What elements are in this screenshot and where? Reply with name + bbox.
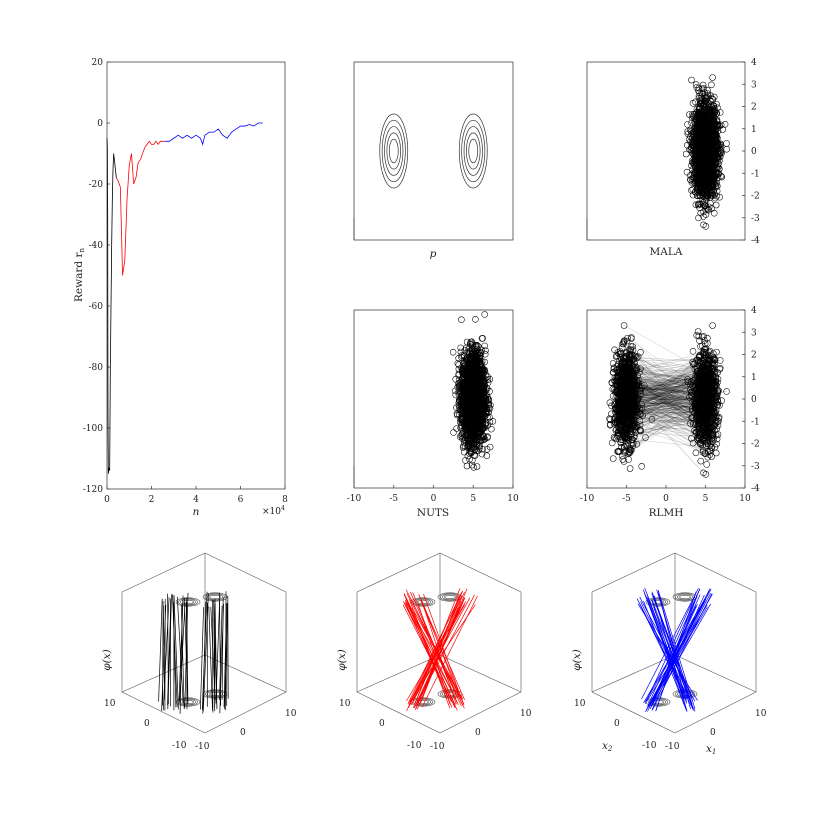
mala-point <box>712 201 720 209</box>
reward-xtick-label: 6 <box>238 495 244 505</box>
nuts-points <box>449 311 497 471</box>
nuts-point <box>481 342 488 350</box>
mala-point <box>684 121 691 128</box>
reward-ytick-label: -60 <box>89 302 104 312</box>
nuts-xtick-label: 10 <box>507 494 519 504</box>
nuts-axes-box <box>353 309 514 489</box>
reward-ytick-label: -100 <box>83 424 103 434</box>
mala-point <box>723 140 730 147</box>
reward-series-black <box>106 138 117 474</box>
mala-point <box>689 100 697 107</box>
mala-point <box>684 128 691 135</box>
nuts-point <box>449 348 457 356</box>
mala-point <box>702 103 710 111</box>
mala-point <box>718 149 725 156</box>
mala-point <box>700 221 707 229</box>
nuts-xtick-label: 0 <box>431 494 437 504</box>
mala-point <box>682 150 690 158</box>
mala-point <box>721 121 729 128</box>
nuts-point <box>450 429 457 436</box>
reward-ytick-label: 0 <box>97 119 103 129</box>
nuts-xlabel: NUTS <box>417 507 449 519</box>
nuts-xtick-label: 5 <box>470 494 476 504</box>
mala-point <box>723 145 730 153</box>
reward-x-exponent: ×104 <box>262 504 285 517</box>
p-contour-ring <box>466 132 481 170</box>
mala-point <box>708 95 716 103</box>
reward-xtick-label: 4 <box>193 495 199 505</box>
reward-ytick-label: -40 <box>89 241 104 251</box>
reward-xtick-label: 0 <box>104 495 110 505</box>
reward-xtick-label: 8 <box>282 495 288 505</box>
mala-point <box>713 192 720 200</box>
target-contour-panel: p <box>353 61 514 260</box>
mala-ytick-label: -1 <box>751 169 760 179</box>
mala-panel: -4 -3 -2 -1 0 1 2 3 4 MALA <box>586 58 760 258</box>
reward-series-blue <box>164 122 263 146</box>
reward-ytick-label: -120 <box>83 485 103 495</box>
mala-ytick-label: -2 <box>751 192 760 202</box>
reward-lines <box>106 122 263 474</box>
p-axes-box <box>353 61 514 241</box>
reward-ytick-label: -20 <box>89 180 104 190</box>
mala-ytick-label: 3 <box>751 80 757 90</box>
mala-point <box>716 109 724 116</box>
p-xlabel: p <box>430 248 437 260</box>
mala-points <box>682 74 730 230</box>
mala-ytick-label: 2 <box>751 103 757 113</box>
p-contours <box>379 113 488 189</box>
nuts-point <box>458 316 465 323</box>
mala-point <box>683 168 691 176</box>
mala-point <box>695 87 702 94</box>
mala-point <box>695 84 703 92</box>
reward-xlabel: n <box>193 506 200 518</box>
mala-ytick-label: 0 <box>751 147 757 157</box>
nuts-xtick-label: -5 <box>389 494 398 504</box>
mala-point <box>713 100 720 108</box>
p-contour-ring <box>468 138 479 164</box>
mala-point <box>700 85 708 92</box>
mala-point <box>710 209 718 217</box>
reward-xtick-label: 2 <box>149 495 155 505</box>
p-contour-ring <box>386 132 401 170</box>
mala-point <box>709 74 716 81</box>
p-contour-ring <box>381 119 406 183</box>
nuts-point <box>453 425 460 432</box>
p-contour-ring <box>388 138 399 164</box>
nuts-point <box>481 311 488 318</box>
p-contour-ring <box>463 126 483 176</box>
reward-series-red <box>115 140 165 276</box>
nuts-point <box>472 316 479 323</box>
mala-ytick-label: 1 <box>751 125 757 135</box>
nuts-point <box>452 375 459 383</box>
nuts-xtick-label: -10 <box>347 494 362 504</box>
mala-xlabel: MALA <box>650 246 683 258</box>
reward-ytick-label: -80 <box>89 363 104 373</box>
mala-point <box>688 187 695 194</box>
mala-point <box>708 81 715 89</box>
p-contour-ring <box>379 113 409 189</box>
reward-ytick-label: 20 <box>92 58 104 68</box>
p-contour-ring <box>461 119 486 183</box>
mala-ytick-label: -3 <box>751 214 760 224</box>
mala-ytick-label: -4 <box>751 236 760 246</box>
reward-ylabel: Reward rn <box>73 248 86 302</box>
mala-point <box>687 176 694 184</box>
reward-axes-box <box>106 61 286 490</box>
p-contour-ring <box>458 113 488 189</box>
mala-point <box>702 223 710 230</box>
rlmh-point <box>626 465 634 472</box>
nuts-point <box>462 457 469 464</box>
nuts-point <box>488 425 495 433</box>
mala-point <box>716 193 723 201</box>
mala-point <box>688 76 695 84</box>
p-contour-ring <box>384 126 404 176</box>
mala-ytick-label: 4 <box>751 58 757 68</box>
nuts-panel: -10 -5 0 5 10 NUTS <box>347 309 519 519</box>
